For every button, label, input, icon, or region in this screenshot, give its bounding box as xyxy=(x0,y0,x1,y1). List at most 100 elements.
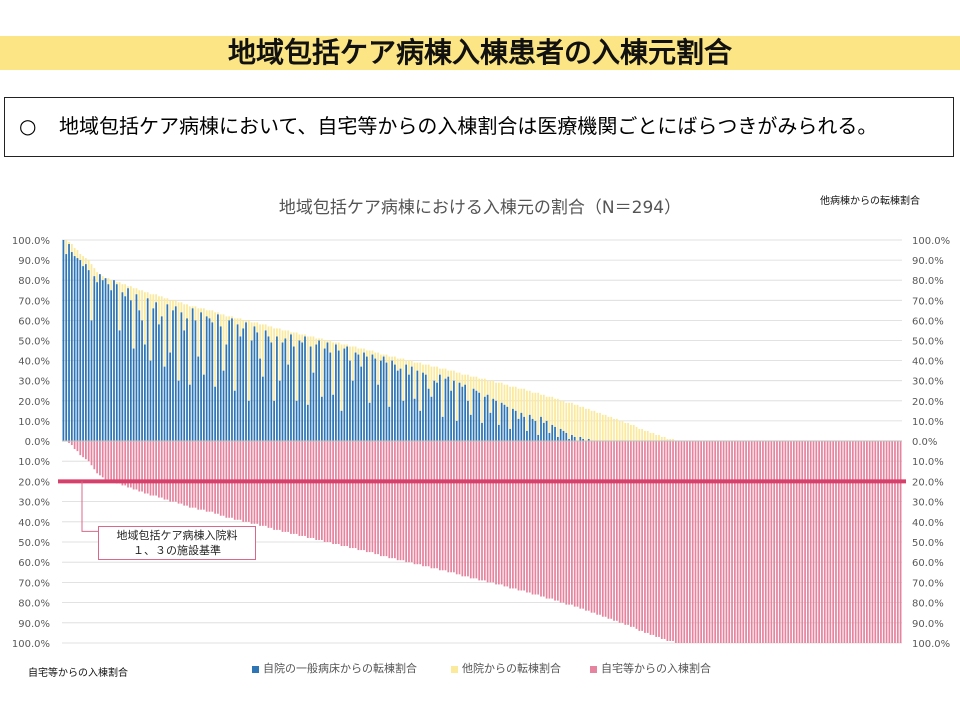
bar-home xyxy=(756,441,759,643)
page-title: 地域包括ケア病棟入棟患者の入棟元割合 xyxy=(227,36,732,69)
bar-other-hospital xyxy=(65,240,68,255)
bar-other-hospital xyxy=(663,436,666,441)
y-tick-label-right: 70.0% xyxy=(912,296,944,307)
bar-own-general xyxy=(531,418,534,441)
bar-home xyxy=(79,441,82,456)
bar-home xyxy=(306,441,309,538)
bar-own-general xyxy=(245,322,247,441)
bar-own-general xyxy=(85,264,87,441)
bar-own-general xyxy=(194,320,197,441)
bar-own-general xyxy=(402,400,405,441)
bar-home xyxy=(424,441,427,567)
bar-own-general xyxy=(197,356,200,441)
bar-other-hospital xyxy=(571,402,573,435)
bar-own-general xyxy=(388,406,391,441)
bar-other-hospital xyxy=(332,342,334,395)
bar-other-hospital xyxy=(90,264,93,321)
bar-home xyxy=(200,441,202,510)
bar-own-general xyxy=(158,324,160,441)
bar-home xyxy=(486,441,489,583)
bar-own-general xyxy=(374,358,377,441)
y-tick-label-left: 0.0% xyxy=(25,437,50,448)
bar-home xyxy=(742,441,745,643)
bar-other-hospital xyxy=(68,242,70,245)
bar-other-hospital xyxy=(115,282,118,285)
bar-home xyxy=(840,441,843,643)
bar-home xyxy=(183,441,186,506)
bar-other-hospital xyxy=(343,344,346,349)
bar-other-hospital xyxy=(514,386,517,411)
bar-home xyxy=(731,441,733,643)
bar-own-general xyxy=(481,422,483,441)
bar-other-hospital xyxy=(587,408,590,439)
bar-own-general xyxy=(354,352,357,441)
bar-home xyxy=(753,441,756,643)
bar-home xyxy=(503,441,506,587)
bar-home xyxy=(467,441,469,577)
bar-other-hospital xyxy=(509,386,511,429)
bar-other-hospital xyxy=(79,254,82,261)
bar-home xyxy=(141,441,143,492)
bar-other-hospital xyxy=(160,296,163,317)
legend-swatch-home xyxy=(590,665,597,673)
summary-bullet: ○ xyxy=(19,114,37,138)
bar-home xyxy=(837,441,840,643)
bar-other-hospital xyxy=(379,354,382,361)
bar-home xyxy=(96,441,98,474)
bar-home xyxy=(792,441,795,643)
bar-own-general xyxy=(152,308,155,441)
bar-other-hospital xyxy=(323,340,326,349)
bar-other-hospital xyxy=(96,272,98,283)
bar-home xyxy=(739,441,742,643)
y-tick-label-left: 90.0% xyxy=(18,256,50,267)
bar-other-hospital xyxy=(186,304,188,319)
bar-other-hospital xyxy=(107,278,110,285)
bar-own-general xyxy=(76,258,79,441)
bar-home xyxy=(542,441,545,597)
bar-own-general xyxy=(107,284,110,441)
bar-home xyxy=(621,441,624,623)
bar-own-general xyxy=(315,344,318,441)
bar-home xyxy=(413,441,416,565)
bar-other-hospital xyxy=(497,382,500,425)
bar-own-general xyxy=(306,404,309,441)
bar-other-hospital xyxy=(394,356,396,365)
bar-home xyxy=(146,441,149,494)
bar-home xyxy=(843,441,846,643)
bar-home xyxy=(790,441,792,643)
bar-other-hospital xyxy=(371,350,374,355)
bar-own-general xyxy=(295,400,298,441)
title-band xyxy=(0,36,960,70)
bar-own-general xyxy=(96,282,98,441)
y-tick-label-left: 50.0% xyxy=(18,337,50,348)
bar-home xyxy=(866,441,868,643)
bar-other-hospital xyxy=(158,296,160,325)
bar-home xyxy=(846,441,849,643)
bar-own-general xyxy=(155,302,157,441)
bar-other-hospital xyxy=(253,322,256,327)
bar-other-hospital xyxy=(250,322,253,341)
bar-other-hospital xyxy=(233,318,236,391)
bar-own-general xyxy=(242,328,245,441)
bar-own-general xyxy=(188,384,191,441)
bar-own-general xyxy=(287,364,290,441)
y-tick-label-left: 50.0% xyxy=(18,538,50,549)
summary-box: ○ 地域包括ケア病棟において、自宅等からの入棟割合は医療機関ごとにばらつきがみら… xyxy=(4,97,954,157)
bar-other-hospital xyxy=(562,400,565,431)
bar-other-hospital xyxy=(447,370,450,377)
bar-other-hospital xyxy=(217,312,219,315)
bar-own-general xyxy=(410,366,413,441)
bar-home xyxy=(776,441,778,643)
bar-home xyxy=(512,441,514,589)
bar-home xyxy=(301,441,304,536)
bar-home xyxy=(304,441,306,536)
bar-other-hospital xyxy=(469,376,472,415)
bar-home xyxy=(332,441,334,545)
bar-home xyxy=(402,441,405,561)
bar-home xyxy=(700,441,703,643)
bar-other-hospital xyxy=(402,358,405,401)
callout-line-1: 地域包括ケア病棟入院料 xyxy=(116,529,238,542)
bar-own-general xyxy=(264,330,267,441)
bar-home xyxy=(267,441,270,528)
bar-home xyxy=(632,441,635,627)
